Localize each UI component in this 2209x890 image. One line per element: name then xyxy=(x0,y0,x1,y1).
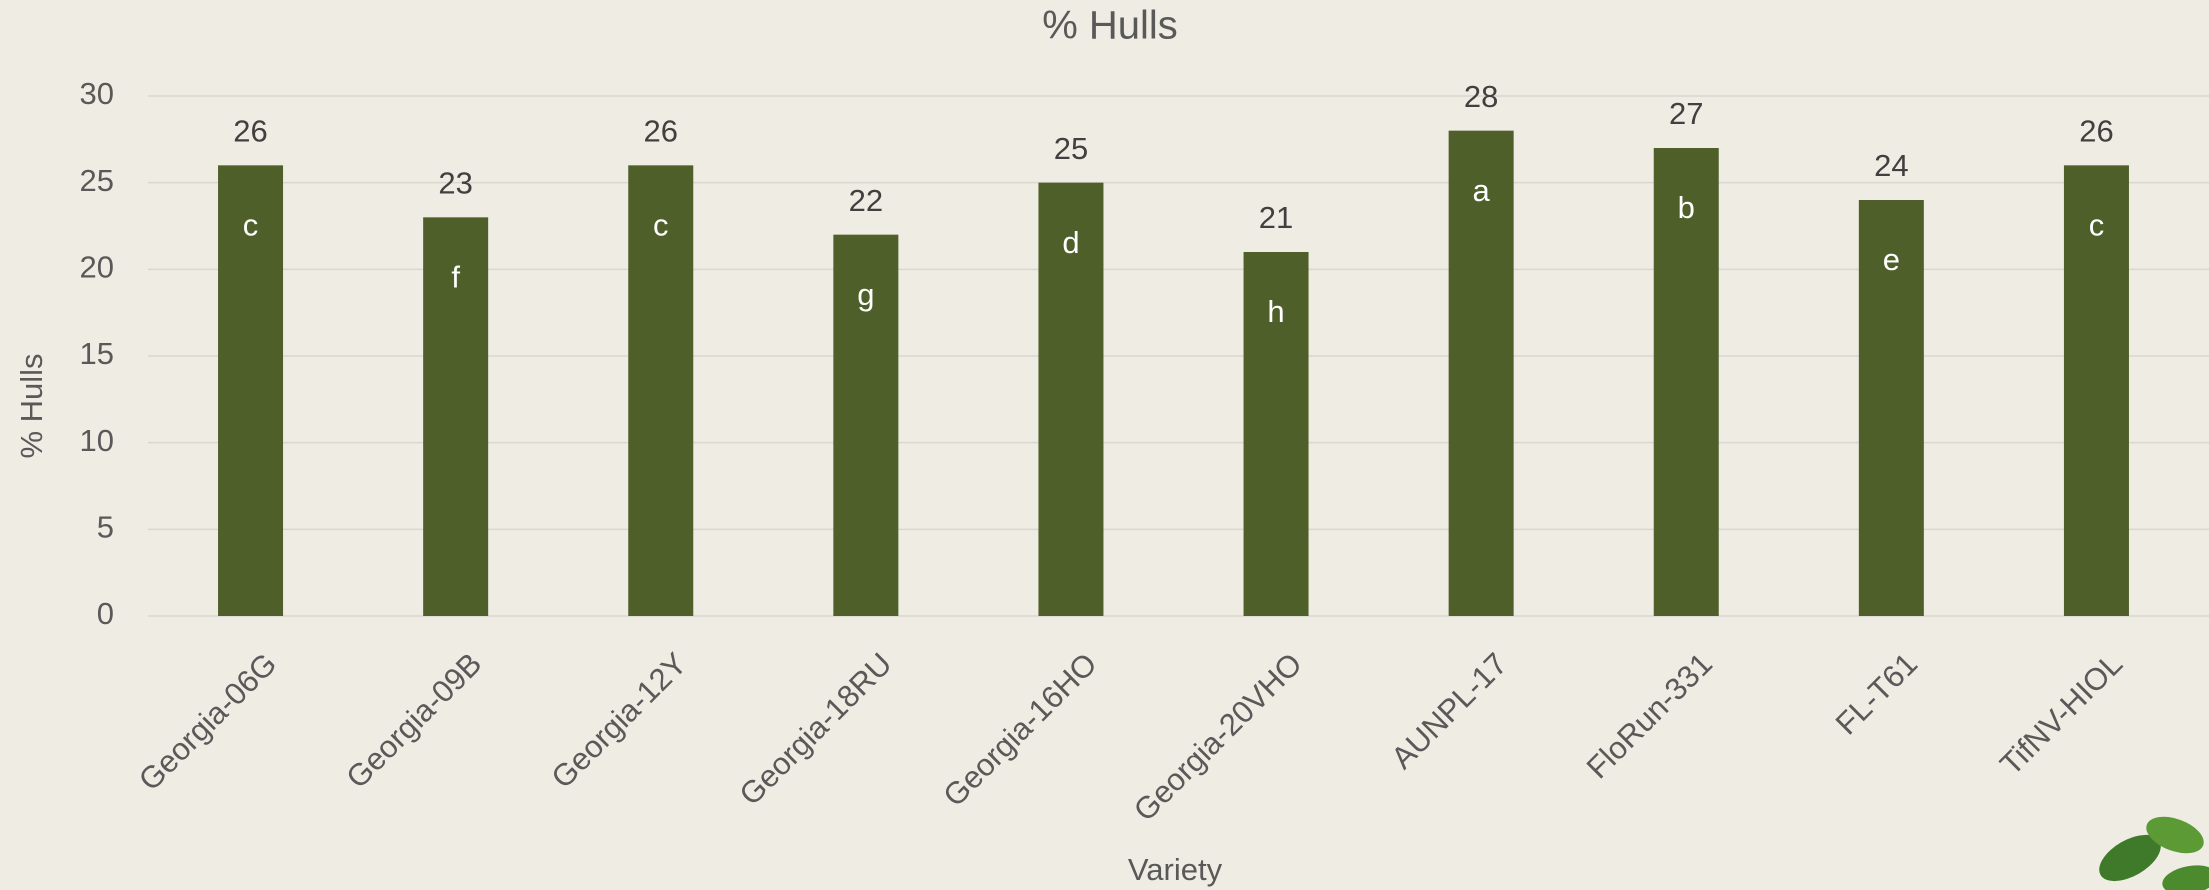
bar-annotation: c xyxy=(2089,208,2105,243)
y-tick-label: 15 xyxy=(80,336,114,371)
leaf-decoration xyxy=(2099,816,2209,890)
bar xyxy=(1038,182,1104,616)
y-tick-label: 10 xyxy=(80,423,114,458)
bar xyxy=(628,165,694,617)
value-label: 26 xyxy=(2079,114,2113,149)
bar-annotation: c xyxy=(243,208,259,243)
y-tick-label: 30 xyxy=(80,76,114,111)
bar xyxy=(1448,130,1514,616)
y-tick-label: 5 xyxy=(97,510,114,545)
y-axis-label: % Hulls xyxy=(14,353,49,458)
value-label: 27 xyxy=(1669,96,1703,131)
bar xyxy=(218,165,284,617)
chart-title: % Hulls xyxy=(1042,4,1178,48)
bar-annotation: e xyxy=(1883,242,1900,277)
value-label: 25 xyxy=(1054,131,1088,166)
value-label: 26 xyxy=(233,114,267,149)
bar-annotation: h xyxy=(1267,294,1284,329)
bar-annotation: c xyxy=(653,208,669,243)
value-label: 21 xyxy=(1259,200,1293,235)
value-label: 26 xyxy=(644,114,678,149)
value-label: 22 xyxy=(849,183,883,218)
bar xyxy=(1243,252,1309,616)
bar-annotation: b xyxy=(1678,190,1695,225)
bar-annotation: f xyxy=(451,260,460,295)
bar-annotation: d xyxy=(1062,225,1079,260)
value-label: 28 xyxy=(1464,79,1498,114)
y-tick-label: 0 xyxy=(97,596,114,631)
y-tick-label: 25 xyxy=(80,163,114,198)
value-label: 24 xyxy=(1874,148,1908,183)
bar xyxy=(1653,148,1719,616)
bar xyxy=(423,217,489,617)
bar-annotation: g xyxy=(857,277,874,312)
bar xyxy=(2063,165,2129,617)
bar-annotation: a xyxy=(1473,173,1491,208)
bar xyxy=(1858,200,1924,616)
x-axis-label: Variety xyxy=(1128,852,1223,887)
bar xyxy=(833,234,899,616)
y-tick-label: 20 xyxy=(80,250,114,285)
value-label: 23 xyxy=(438,166,472,201)
